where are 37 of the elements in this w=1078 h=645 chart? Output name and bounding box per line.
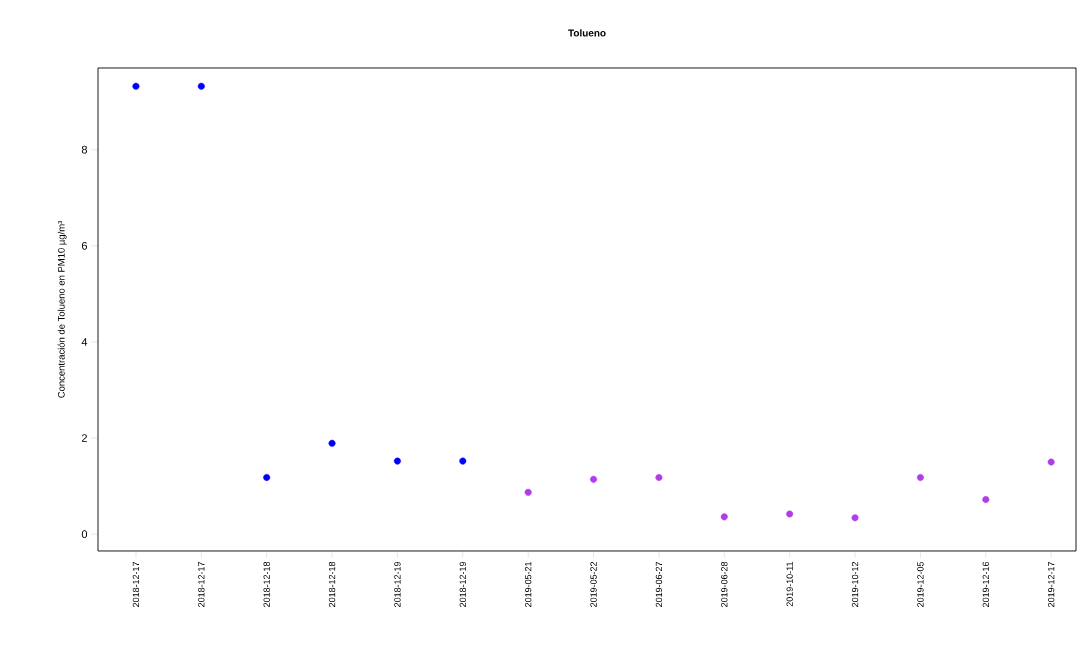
point (524, 488, 532, 496)
x-tick-label: 2019-12-05 (917, 561, 924, 607)
point (328, 439, 336, 447)
x-tick-label: 2019-05-21 (524, 561, 532, 607)
chart-title: Tolueno (568, 29, 606, 37)
x-tick-label: 2018-12-17 (198, 561, 205, 607)
point (720, 513, 728, 521)
point (132, 82, 140, 90)
x-tick-label: 2018-12-18 (263, 561, 270, 607)
x-tick-label: 2019-05-22 (590, 561, 597, 607)
point (393, 457, 401, 465)
y-tick-label: 2 (81, 434, 87, 442)
y-tick-label: 8 (81, 145, 88, 154)
point (459, 457, 467, 465)
x-tick-label: 2018-12-17 (132, 561, 140, 607)
y-axis-title: Concentración de Tolueno en PM10 µg/m³ (57, 220, 67, 398)
point (197, 82, 205, 90)
x-tick-label: 2018-12-19 (394, 561, 401, 607)
point (786, 510, 794, 518)
x-tick-label: 2019-10-11 (786, 561, 793, 607)
point (590, 475, 598, 483)
x-tick-label: 2019-12-17 (1047, 561, 1055, 607)
x-tick-label: 2019-10-12 (851, 561, 859, 607)
x-tick-label: 2018-12-18 (328, 561, 336, 607)
y-tick-label: 0 (81, 530, 88, 539)
point (655, 473, 663, 481)
x-tick-label: 2019-06-27 (655, 561, 663, 607)
point (851, 514, 859, 522)
point (916, 473, 924, 481)
y-tick-label: 4 (81, 338, 88, 346)
point (982, 496, 990, 504)
y-tick-label: 6 (81, 241, 88, 250)
x-tick-label: 2019-06-28 (721, 561, 728, 607)
x-tick-label: 2019-12-16 (982, 561, 989, 607)
x-tick-label: 2018-12-19 (459, 561, 466, 607)
point (1047, 458, 1055, 466)
point (263, 473, 271, 481)
